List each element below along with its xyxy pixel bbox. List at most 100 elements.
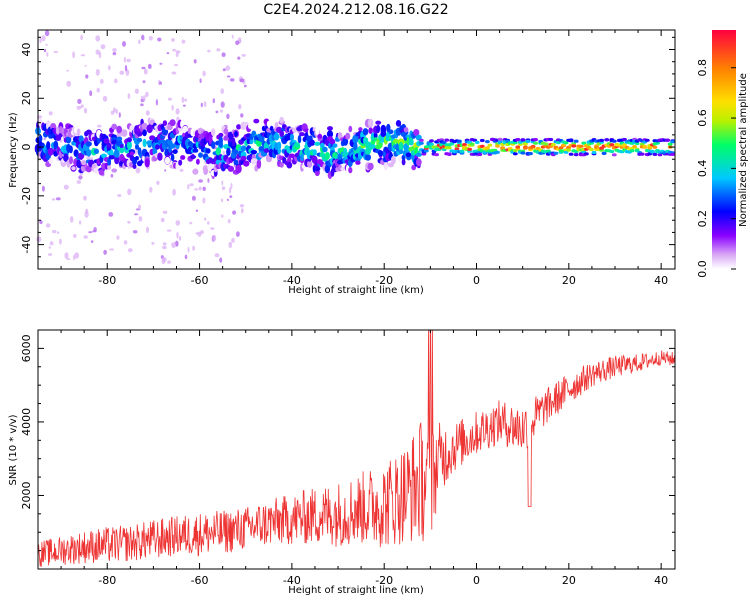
spectrogram-cell	[76, 128, 81, 136]
spectrogram-cell	[639, 142, 645, 146]
spectrogram-noise-cell	[48, 111, 53, 116]
spectrogram-cell	[108, 155, 115, 160]
spectrogram-cell	[348, 166, 353, 174]
spectrogram-noise-cell	[146, 226, 149, 234]
spectrogram-cell	[135, 156, 139, 161]
spectrogram-noise-cell	[155, 99, 158, 106]
spectrogram-cell	[340, 166, 346, 171]
spectrogram-cell	[314, 166, 321, 172]
spectrogram-cell	[429, 142, 434, 146]
spectrogram-noise-cell	[73, 233, 77, 238]
spectrogram-cell	[477, 152, 483, 157]
spectrogram-cell	[512, 152, 518, 156]
spectrogram-noise-cell	[235, 40, 240, 46]
spectrogram-cell	[652, 145, 658, 149]
spectrogram-noise-cell	[80, 54, 86, 57]
spectrogram-noise-cell	[69, 216, 74, 223]
spectrogram-noise-cell	[202, 70, 206, 77]
spectrogram-noise-cell	[200, 102, 203, 108]
spectrogram-noise-cell	[78, 175, 83, 180]
spectrogram-cell	[611, 153, 617, 157]
spectrogram-cell	[495, 144, 500, 148]
spectrogram-cell	[553, 151, 559, 155]
spectrogram-cell	[578, 144, 584, 148]
spectrogram-cell	[65, 136, 72, 144]
spectrogram-cell	[111, 123, 118, 130]
y-tick-label: 0	[20, 144, 33, 151]
spectrogram-cell	[249, 139, 254, 145]
spectrogram-noise-cell	[132, 230, 138, 234]
spectrogram-noise-cell	[162, 210, 168, 214]
spectrogram-noise-cell	[207, 49, 211, 53]
spectrogram-cell	[629, 149, 635, 153]
colorbar-tick-label: 0.6	[696, 109, 709, 127]
spectrogram-noise-cell	[166, 52, 170, 55]
spectrogram-cell	[248, 122, 255, 130]
spectrogram-cell	[240, 155, 247, 161]
snr-panel: -80 -60 -40 -20 0 20 40 2000 4000 6000 Height of …	[8, 329, 676, 596]
spectrogram-cell	[457, 139, 462, 143]
snr-axes: -80 -60 -40 -20 0 20 40 2000 4000 6000	[20, 329, 675, 587]
spectrogram-noise-cell	[127, 248, 133, 253]
x-tick-label: -60	[191, 274, 209, 287]
spectrogram-noise-cell	[141, 34, 145, 41]
spectrogram-cell	[107, 164, 112, 170]
spectrogram-noise-cell	[229, 195, 233, 199]
spectrogram-cell	[446, 146, 452, 150]
snr-x-axis-label: Height of straight line (km)	[288, 585, 424, 596]
spectrogram-cell	[162, 120, 168, 126]
spectrogram-cell	[322, 130, 328, 136]
spectrogram-noise-cell	[240, 113, 244, 118]
spectrogram-cell	[157, 152, 163, 161]
spectrogram-cell	[240, 145, 247, 152]
spectrogram-noise-cell	[228, 241, 233, 248]
spectrogram-cell	[368, 127, 373, 134]
spectrogram-noise-cell	[99, 78, 104, 84]
spectrogram-noise-cell	[239, 78, 245, 83]
spectrogram-cell	[277, 147, 282, 155]
spectrogram-cell	[107, 157, 111, 166]
spectrogram-cell	[155, 144, 160, 150]
spectrogram-cell	[411, 164, 417, 171]
spectrogram-cell	[639, 152, 645, 156]
spectrogram-noise-cell	[195, 232, 200, 235]
spectrogram-noise-cell	[178, 236, 182, 241]
spectrogram-cell	[142, 129, 147, 137]
spectrogram-noise-cell	[171, 242, 177, 248]
colorbar: 0.0 0.2 0.4 0.6 0.8 Normalized spectral ampl…	[696, 30, 749, 278]
spectrogram-noise-cell	[134, 213, 139, 216]
spectrogram-noise-cell	[226, 113, 230, 120]
spectrogram-cell	[670, 140, 676, 144]
spectrogram-noise-cell	[187, 184, 190, 190]
spectrogram-noise-cell	[184, 254, 188, 260]
spectrogram-noise-cell	[108, 65, 111, 71]
x-tick-label: 40	[654, 574, 668, 587]
spectrogram-noise-cell	[171, 38, 175, 42]
spectrogram-noise-cell	[109, 248, 114, 251]
spectrogram-noise-cell	[162, 245, 167, 250]
spectrogram-cell	[69, 156, 73, 165]
spectrogram-cell	[93, 148, 99, 155]
spectrogram-cell	[566, 146, 571, 150]
spectrogram-cell	[611, 139, 617, 143]
spectrogram-noise-cell	[207, 178, 210, 183]
spectrogram-cell	[390, 155, 396, 165]
spectrogram-cell	[51, 161, 56, 168]
spectrogram-cell	[198, 152, 203, 158]
spectrogram-cell	[324, 165, 330, 174]
spectrogram-cell	[79, 152, 84, 160]
spectrogram-noise-cell	[175, 108, 180, 115]
spectrogram-cell	[63, 153, 69, 162]
spectrogram-cell	[383, 161, 388, 171]
spectrogram-cell	[211, 128, 216, 137]
spectrogram-cell	[495, 150, 500, 154]
spectrogram-noise-cell	[79, 220, 82, 225]
spectrogram-noise-cell	[199, 78, 202, 83]
spectrogram-noise-cell	[115, 108, 118, 115]
spectrogram-noise-cell	[72, 51, 75, 59]
spectrogram-cell	[307, 160, 313, 168]
spectrogram-noise-cell	[207, 221, 210, 225]
spectrogram-cell	[279, 130, 285, 137]
spectrogram-noise-cell	[225, 65, 231, 71]
figure-title: C2E4.2024.212.08.16.G22	[263, 2, 448, 18]
